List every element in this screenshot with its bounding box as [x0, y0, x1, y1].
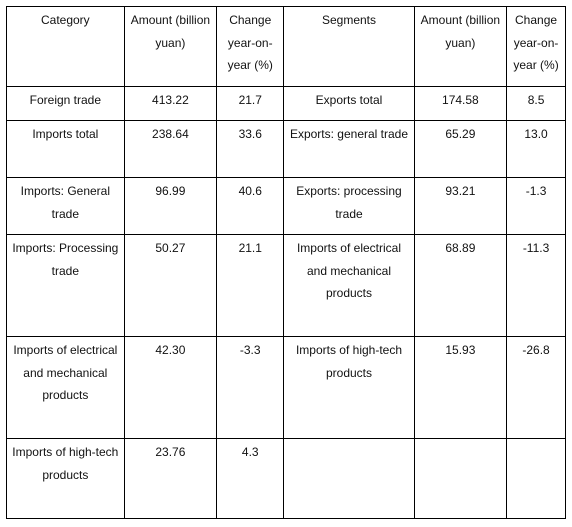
cell-segment: Exports total: [283, 86, 415, 121]
cell-segment-amount: 68.89: [413, 234, 508, 337]
cell-segment-amount: 65.29: [413, 120, 508, 178]
table-row: Imports: Processing trade 50.27 21.1 Imp…: [6, 234, 566, 337]
cell-change: 40.6: [216, 177, 285, 235]
cell-segment-change: -26.8: [506, 336, 566, 439]
header-change: Change year-on-year (%): [216, 6, 285, 87]
cell-segment-amount: 93.21: [413, 177, 508, 235]
trade-table: Category Amount (billion yuan) Change ye…: [6, 6, 566, 519]
cell-segment-change: 13.0: [506, 120, 566, 178]
cell-segment-amount: 174.58: [413, 86, 508, 121]
table-row: Imports total 238.64 33.6 Exports: gener…: [6, 120, 566, 178]
cell-category: Imports: Processing trade: [6, 234, 125, 337]
cell-segment-change: [506, 438, 566, 519]
cell-amount: 413.22: [123, 86, 218, 121]
cell-segment-change: -1.3: [506, 177, 566, 235]
table-row: Imports of electrical and mechanical pro…: [6, 336, 566, 439]
header-category: Category: [6, 6, 125, 87]
cell-change: 21.7: [216, 86, 285, 121]
cell-category: Foreign trade: [6, 86, 125, 121]
header-segments: Segments: [283, 6, 415, 87]
cell-segment-change: -11.3: [506, 234, 566, 337]
table-row: Imports of high-tech products 23.76 4.3: [6, 438, 566, 519]
cell-category: Imports: General trade: [6, 177, 125, 235]
cell-segment-amount: [413, 438, 508, 519]
cell-category: Imports of electrical and mechanical pro…: [6, 336, 125, 439]
cell-category: Imports total: [6, 120, 125, 178]
header-amount: Amount (billion yuan): [123, 6, 218, 87]
header-amount-segments: Amount (billion yuan): [413, 6, 508, 87]
cell-amount: 238.64: [123, 120, 218, 178]
cell-change: 33.6: [216, 120, 285, 178]
cell-category: Imports of high-tech products: [6, 438, 125, 519]
header-change-segments: Change year-on-year (%): [506, 6, 566, 87]
cell-segment: Imports of electrical and mechanical pro…: [283, 234, 415, 337]
cell-segment-change: 8.5: [506, 86, 566, 121]
cell-change: 4.3: [216, 438, 285, 519]
cell-amount: 50.27: [123, 234, 218, 337]
cell-change: 21.1: [216, 234, 285, 337]
cell-amount: 23.76: [123, 438, 218, 519]
trade-table-container: Category Amount (billion yuan) Change ye…: [6, 6, 566, 519]
cell-segment-amount: 15.93: [413, 336, 508, 439]
cell-segment: Exports: general trade: [283, 120, 415, 178]
table-row: Foreign trade 413.22 21.7 Exports total …: [6, 86, 566, 121]
cell-change: -3.3: [216, 336, 285, 439]
table-row: Imports: General trade 96.99 40.6 Export…: [6, 177, 566, 235]
cell-segment: Exports: processing trade: [283, 177, 415, 235]
table-header-row: Category Amount (billion yuan) Change ye…: [6, 6, 566, 87]
cell-segment: [283, 438, 415, 519]
cell-amount: 96.99: [123, 177, 218, 235]
cell-segment: Imports of high-tech products: [283, 336, 415, 439]
cell-amount: 42.30: [123, 336, 218, 439]
